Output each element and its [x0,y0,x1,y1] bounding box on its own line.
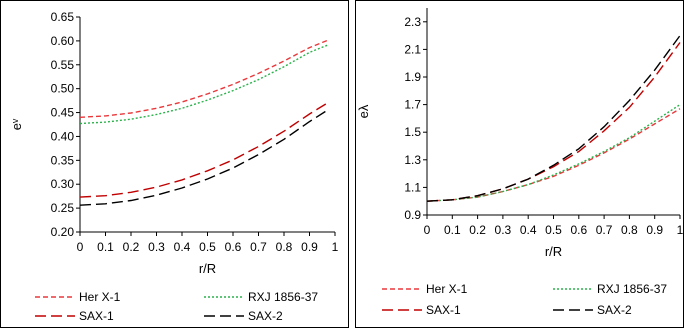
y-tick-label: 1.5 [404,125,421,139]
x-tick-label: 0 [77,240,84,254]
series-line-4 [79,109,328,206]
legend-entry: SAX-1 [79,309,114,323]
x-tick-label: 0.7 [250,240,267,254]
legend-entry: SAX-1 [426,303,461,317]
y-tick-label: 0.45 [51,106,75,120]
x-tick-label: 0.6 [225,240,242,254]
x-tick-label: 1 [677,223,684,237]
y-tick-label: 1.3 [404,153,421,167]
series-line-1 [426,108,681,202]
y-tick-label: 0.20 [51,225,75,239]
series-line-3 [426,42,681,202]
x-tick-label: 0.9 [301,240,318,254]
legend-entry: Her X-1 [426,282,468,296]
y-axis-title: eλ [356,104,371,118]
y-tick-label: 0.30 [51,177,75,191]
x-tick-label: 0.6 [570,223,587,237]
legend-entry: RXJ 1856-37 [248,290,318,304]
series-line-3 [79,102,328,198]
x-tick-label: 0.3 [495,223,512,237]
y-tick-label: 0.65 [51,10,75,24]
x-tick-label: 0.3 [148,240,165,254]
y-tick-label: 0.55 [51,58,75,72]
chart-panel-left: 0.20 0.25 0.30 0.35 0.40 0.45 0.50 0.55 0.60 0.65… [0,0,349,328]
y-tick-label: 1.9 [404,70,421,84]
series-line-1 [79,39,328,118]
chart-panel-right: 0.9 1.1 1.3 1.5 1.7 1.9 2.1 2.3 0 0.1 0.2 0.3 0.4 0.5… [355,0,684,328]
y-tick-label: 0.25 [51,201,75,215]
legend-entry: SAX-2 [248,309,283,323]
legend-entry: SAX-2 [597,303,632,317]
y-tick-label: 1.1 [404,180,421,194]
y-tick-label: 2.1 [404,42,421,56]
legend-entry: RXJ 1856-37 [597,282,667,296]
chart-right: 0.9 1.1 1.3 1.5 1.7 1.9 2.1 2.3 0 0.1 0.2 0.3 0.4 0.5… [356,8,684,317]
y-tick-label: 0.9 [404,208,421,222]
x-tick-label: 0.8 [276,240,293,254]
x-tick-label: 0.1 [97,240,114,254]
x-tick-label: 0.8 [621,223,638,237]
x-axis-title: r/R [199,261,216,276]
y-tick-label: 1.7 [404,98,421,112]
x-tick-label: 0.2 [123,240,140,254]
x-tick-label: 0.4 [174,240,191,254]
series-line-4 [426,35,681,202]
x-tick-label: 0.2 [469,223,486,237]
x-tick-label: 0.1 [444,223,461,237]
y-tick-label: 0.60 [51,34,75,48]
x-axis-title: r/R [545,244,562,259]
x-tick-label: 0.5 [545,223,562,237]
legend-entry: Her X-1 [79,290,121,304]
y-tick-label: 0.40 [51,129,75,143]
x-tick-label: 0.5 [199,240,216,254]
x-tick-label: 0.9 [646,223,663,237]
y-tick-label: 2.3 [404,15,421,29]
y-axis-title: eᵛ [9,118,24,130]
x-tick-label: 0.7 [596,223,613,237]
y-tick-label: 0.35 [51,153,75,167]
x-tick-label: 0 [424,223,431,237]
x-tick-label: 1 [332,240,339,254]
x-tick-label: 0.4 [520,223,537,237]
chart-left: 0.200.250.300.350.400.450.500.550.600.65… [9,10,339,323]
y-tick-label: 0.50 [51,82,75,96]
series-line-2 [426,104,681,202]
